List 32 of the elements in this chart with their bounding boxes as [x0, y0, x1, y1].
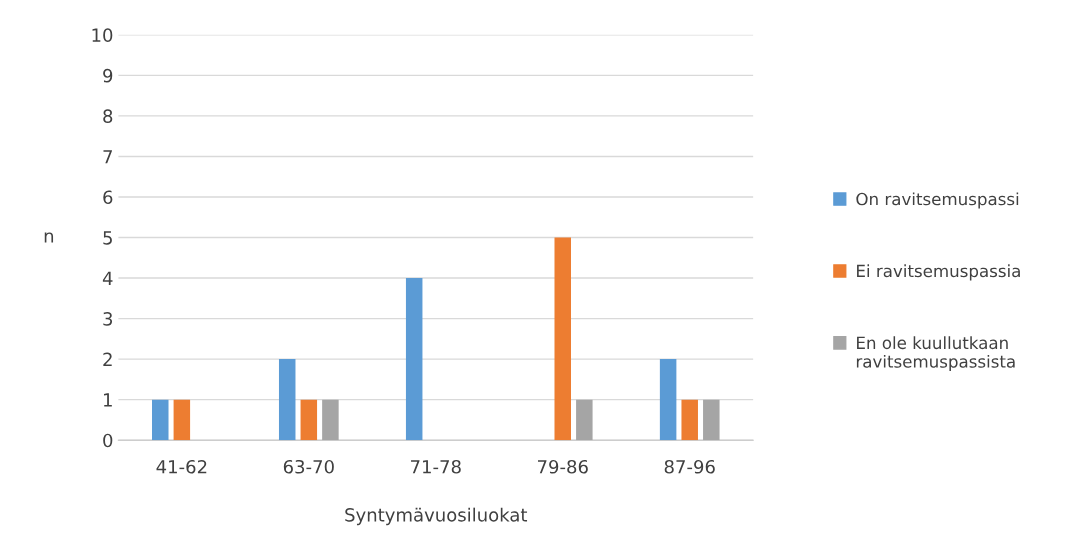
y-tick-label: 3: [103, 312, 113, 326]
bar: [322, 399, 339, 441]
x-axis-title: Syntymävuosiluokat: [345, 507, 528, 526]
y-tick-label: 9: [103, 68, 113, 83]
bar: [659, 359, 677, 441]
x-tick-label: 71-78: [411, 459, 461, 474]
legend-label: En ole kuullutkaan ravitsemuspassista: [856, 336, 1015, 372]
y-tick-label: 8: [103, 109, 113, 124]
y-tick-label: 10: [92, 28, 113, 42]
y-tick-label: 0: [103, 433, 113, 448]
bar: [278, 359, 296, 441]
x-tick-label: 87-96: [664, 459, 715, 474]
x-tick-label: 41-62: [156, 459, 207, 474]
y-tick-label: 4: [102, 271, 113, 285]
legend-label: Ei ravitsemuspassia: [857, 264, 1020, 281]
y-tick-label: 6: [103, 190, 113, 205]
y-axis-title: n: [44, 232, 54, 243]
x-tick-label: 79-86: [538, 459, 588, 474]
bar: [152, 399, 169, 441]
x-tick-label: 63-70: [283, 459, 334, 474]
bar: [405, 278, 423, 441]
bar: [681, 399, 698, 441]
bar: [300, 399, 318, 441]
bar: [173, 399, 191, 441]
legend-label: On ravitsemuspassi: [856, 192, 1019, 209]
y-tick-label: 5: [103, 231, 112, 245]
bar: [554, 237, 571, 441]
y-tick-label: 2: [103, 352, 112, 366]
bar: [576, 399, 593, 441]
y-tick-label: 1: [103, 393, 112, 407]
bar: [703, 399, 720, 441]
y-tick-label: 7: [103, 150, 112, 164]
